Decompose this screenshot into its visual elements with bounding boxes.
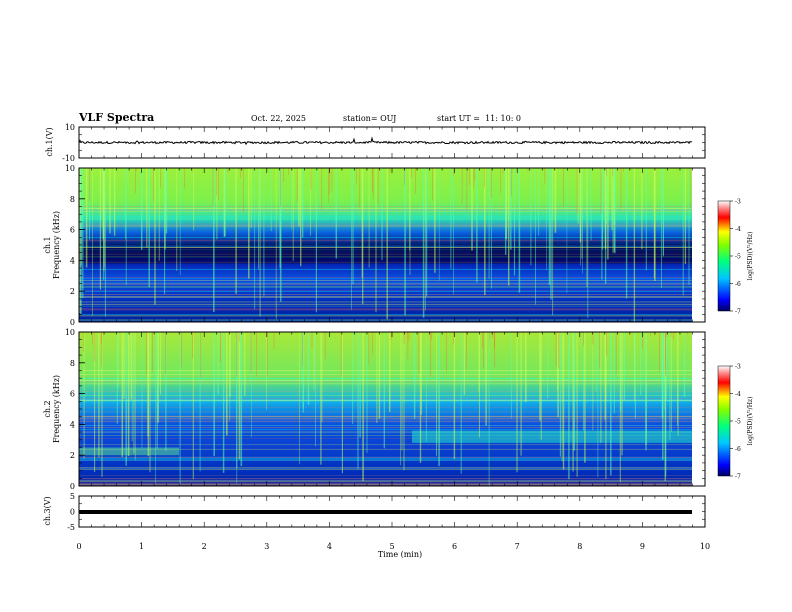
colorbar-tick-label: -6	[735, 446, 741, 453]
chart-title: VLF Spectra	[79, 111, 155, 124]
y-tick-label: 10	[65, 328, 75, 337]
ch2-spectrogram-marks	[79, 332, 692, 486]
ch1-colorbar	[717, 200, 731, 312]
ch2-colorbar-label: log(PSD)(V²/Hz)	[747, 397, 754, 446]
ch1-colorbar-label: log(PSD)(V²/Hz)	[747, 232, 754, 281]
x-tick-label: 3	[264, 542, 269, 551]
y-tick-label: 10	[65, 164, 75, 173]
x-tick-label: 0	[76, 542, 81, 551]
start-ut-prefix: start UT =	[437, 114, 480, 123]
ch3-waveform-ylabel: ch.3(V)	[43, 496, 52, 525]
ch2-spectrogram-ylabel2: Frequency (kHz)	[52, 375, 61, 443]
ch1-spectrogram-marks	[79, 168, 692, 322]
ch2-spectrogram-ylabel: ch.2	[43, 400, 52, 417]
y-tick-label: 2	[70, 287, 75, 296]
y-tick-label: 4	[70, 420, 75, 429]
y-tick-label: 6	[70, 226, 75, 235]
station-label: station= OUJ	[343, 114, 397, 123]
y-tick-label: 4	[70, 256, 75, 265]
x-tick-label: 5	[389, 542, 394, 551]
colorbar-tick-label: -3	[735, 199, 741, 206]
x-tick-label: 8	[577, 542, 582, 551]
colorbar-tick-label: -5	[735, 419, 741, 426]
dark-band	[79, 248, 692, 264]
colorbar-tick-label: -6	[735, 281, 741, 288]
x-tick-label: 6	[452, 542, 457, 551]
ch1-waveform-trace	[78, 136, 693, 146]
colorbar-tick-label: -4	[735, 226, 741, 233]
x-tick-label: 9	[640, 542, 645, 551]
ch1-waveform-ylabel: ch.1(V)	[45, 127, 54, 156]
axes-group: 0 1 2 3 4 5 6 7 8 9 1010-100246810024681050-5-3-4-…	[62, 123, 741, 551]
ch1-spectrogram-bg	[79, 168, 692, 322]
x-tick-label: 10	[700, 542, 710, 551]
y-tick-label: 0	[70, 482, 75, 491]
y-tick-label: -5	[67, 523, 75, 532]
ch2-colorbar	[717, 365, 731, 477]
y-tick-label: -10	[62, 154, 75, 163]
colorbar-tick-label: -5	[735, 254, 741, 261]
y-tick-label: 10	[65, 123, 75, 132]
x-tick-label: 4	[327, 542, 332, 551]
ch1-spectrogram-ylabel2: Frequency (kHz)	[52, 211, 61, 279]
start-ut-value: 11: 10: 0	[485, 114, 522, 123]
x-tick-label: 1	[139, 542, 144, 551]
colorbar-tick-label: -4	[735, 391, 741, 398]
x-tick-label: 7	[515, 542, 520, 551]
colorbar-tick-label: -7	[735, 309, 741, 316]
y-tick-label: 2	[70, 451, 75, 460]
y-tick-label: 8	[70, 195, 75, 204]
start-ut-label: start UT = 11: 10: 0	[437, 114, 521, 123]
y-tick-label: 0	[70, 318, 75, 327]
colorbar-tick-label: -7	[735, 474, 741, 481]
y-tick-label: 5	[70, 492, 75, 501]
y-tick-label: 0	[70, 508, 75, 517]
ch1-spectrogram-ylabel: ch.1	[43, 236, 52, 253]
date-label: Oct. 22, 2025	[251, 114, 306, 123]
x-axis-label: Time (min)	[378, 550, 422, 559]
y-tick-label: 6	[70, 390, 75, 399]
x-tick-label: 2	[202, 542, 207, 551]
y-tick-label: 8	[70, 359, 75, 368]
colorbar-tick-label: -3	[735, 364, 741, 371]
